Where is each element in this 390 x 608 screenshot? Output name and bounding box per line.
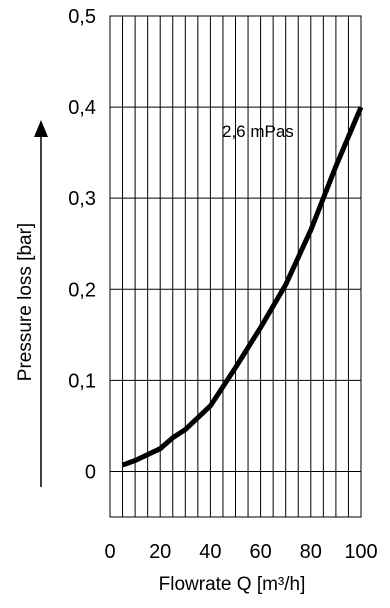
x-tick-label: 40 [199, 541, 221, 563]
y-axis-arrow-head [34, 120, 48, 137]
x-tick-label: 80 [300, 541, 322, 563]
y-tick-label: 0,2 [68, 279, 96, 301]
y-tick-label: 0,5 [68, 6, 96, 28]
x-tick-label: 0 [104, 541, 115, 563]
y-tick-label: 0,3 [68, 188, 96, 210]
grid [109, 15, 362, 518]
series-line [121, 106, 364, 468]
x-tick-label: 20 [149, 541, 171, 563]
x-tick-label: 100 [344, 541, 377, 563]
x-tick-label: 60 [249, 541, 271, 563]
y-axis-title: Pressure loss [bar] [15, 223, 36, 381]
x-axis-title: Flowrate Q [m³/h] [159, 574, 306, 595]
y-tick-labels: 0 0,1 0,2 0,3 0,4 0,5 [68, 6, 96, 483]
y-tick-label: 0 [85, 461, 96, 483]
x-tick-labels: 0 20 40 60 80 100 [104, 541, 377, 563]
y-tick-label: 0,4 [68, 97, 96, 119]
y-tick-label: 0,1 [68, 370, 96, 392]
series-annotation: 2,6 mPas [222, 122, 294, 141]
series [121, 106, 364, 468]
